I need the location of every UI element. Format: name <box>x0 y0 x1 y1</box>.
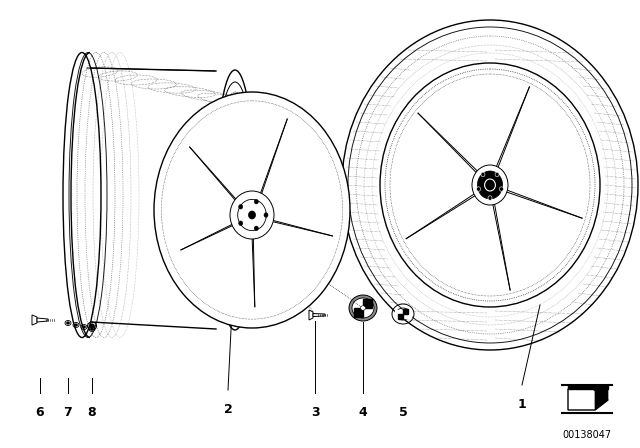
Ellipse shape <box>239 221 243 225</box>
Ellipse shape <box>481 172 485 177</box>
Ellipse shape <box>477 171 502 199</box>
Ellipse shape <box>67 322 70 324</box>
Polygon shape <box>37 318 48 322</box>
Text: 6: 6 <box>36 406 44 419</box>
Ellipse shape <box>90 328 93 330</box>
Text: 1: 1 <box>518 398 526 411</box>
Ellipse shape <box>472 165 508 205</box>
Ellipse shape <box>352 298 374 318</box>
Ellipse shape <box>477 187 481 191</box>
Ellipse shape <box>230 191 274 239</box>
Text: 5: 5 <box>399 406 408 419</box>
Ellipse shape <box>90 324 95 328</box>
Polygon shape <box>568 389 608 410</box>
Text: 00138047: 00138047 <box>563 430 612 440</box>
Ellipse shape <box>248 211 255 219</box>
Ellipse shape <box>254 226 259 231</box>
Polygon shape <box>313 314 325 316</box>
Ellipse shape <box>254 199 259 204</box>
Polygon shape <box>568 385 608 389</box>
Ellipse shape <box>488 196 492 200</box>
Polygon shape <box>354 308 363 317</box>
Ellipse shape <box>239 205 243 209</box>
Text: 8: 8 <box>88 406 96 419</box>
Ellipse shape <box>264 213 268 217</box>
Text: 3: 3 <box>310 406 319 419</box>
Ellipse shape <box>360 306 365 310</box>
Ellipse shape <box>349 295 377 321</box>
Text: 7: 7 <box>63 406 72 419</box>
Ellipse shape <box>83 326 86 328</box>
Ellipse shape <box>495 172 499 177</box>
Polygon shape <box>32 315 37 325</box>
Polygon shape <box>309 310 313 320</box>
Polygon shape <box>403 309 408 314</box>
Polygon shape <box>395 310 411 318</box>
Polygon shape <box>595 389 608 410</box>
Ellipse shape <box>74 324 77 326</box>
Ellipse shape <box>499 187 504 191</box>
Ellipse shape <box>237 199 266 231</box>
Ellipse shape <box>154 92 350 328</box>
Polygon shape <box>398 314 403 319</box>
Polygon shape <box>363 299 372 308</box>
Text: 4: 4 <box>358 406 367 419</box>
Text: 2: 2 <box>223 403 232 416</box>
